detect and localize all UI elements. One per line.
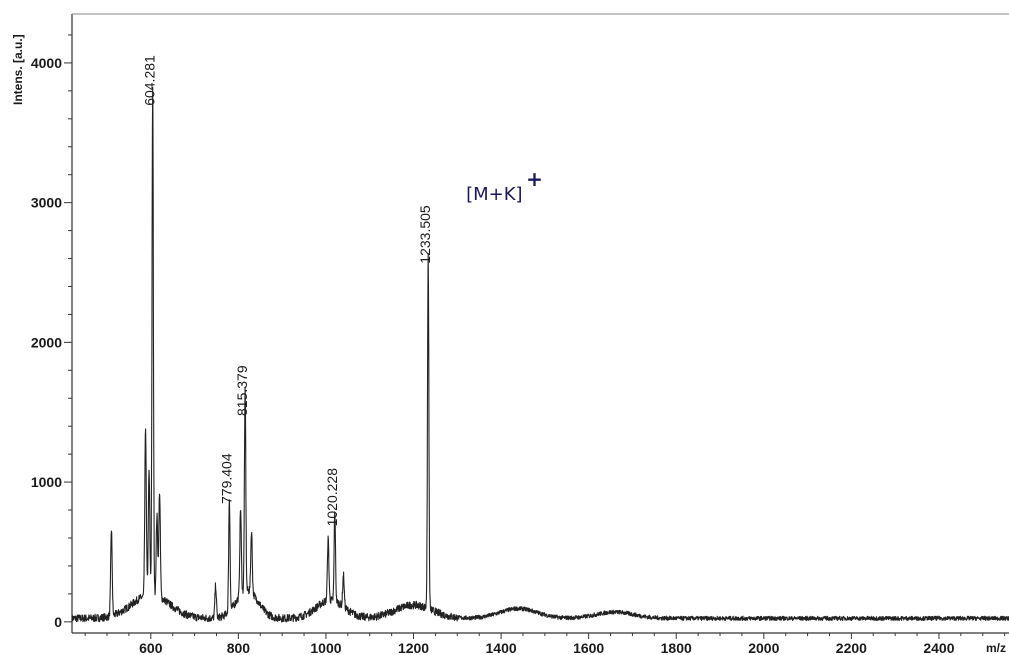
annotation-label: [M+K]: [466, 184, 522, 205]
peak-label: 604.281: [142, 55, 158, 106]
x-tick-label: 1400: [486, 640, 517, 655]
spectrum-trace-group: [71, 86, 1009, 623]
x-tick-label: 2000: [748, 640, 779, 655]
x-tick-label: 1600: [573, 640, 604, 655]
x-tick-label: 1200: [398, 640, 429, 655]
annotation-superscript: +: [526, 167, 543, 191]
y-axis-label: Intens. [a.u.]: [11, 34, 25, 105]
spectrum-trace: [71, 86, 1009, 623]
y-axis-ticks: 0 1000 2000 3000 4000: [31, 34, 72, 630]
x-tick-label: 2200: [836, 640, 867, 655]
x-tick-label: 600: [139, 640, 163, 655]
peak-label: 1020.228: [324, 468, 340, 527]
x-tick-label: 1000: [310, 640, 341, 655]
y-tick-label: 1000: [31, 474, 62, 490]
x-tick-label: 800: [227, 640, 251, 655]
peak-label: 1233.505: [417, 205, 433, 264]
x-tick-label: 2400: [923, 640, 954, 655]
y-tick-label: 3000: [31, 195, 62, 211]
x-axis-label: m/z: [986, 641, 1006, 655]
x-axis-ticks: 600 800 1000 1200 1400 1600 1800 2000 2200 2400: [84, 633, 1006, 655]
peak-label: 815.379: [234, 365, 250, 416]
y-tick-label: 2000: [31, 334, 62, 350]
y-tick-label: 0: [54, 614, 62, 630]
plot-frame: [71, 13, 1009, 634]
y-tick-label: 4000: [31, 55, 62, 71]
x-tick-label: 1800: [661, 640, 692, 655]
peak-label: 779.404: [218, 453, 234, 504]
peak-labels: 604.281 779.404 815.379 1020.228 1233.505: [142, 55, 434, 526]
